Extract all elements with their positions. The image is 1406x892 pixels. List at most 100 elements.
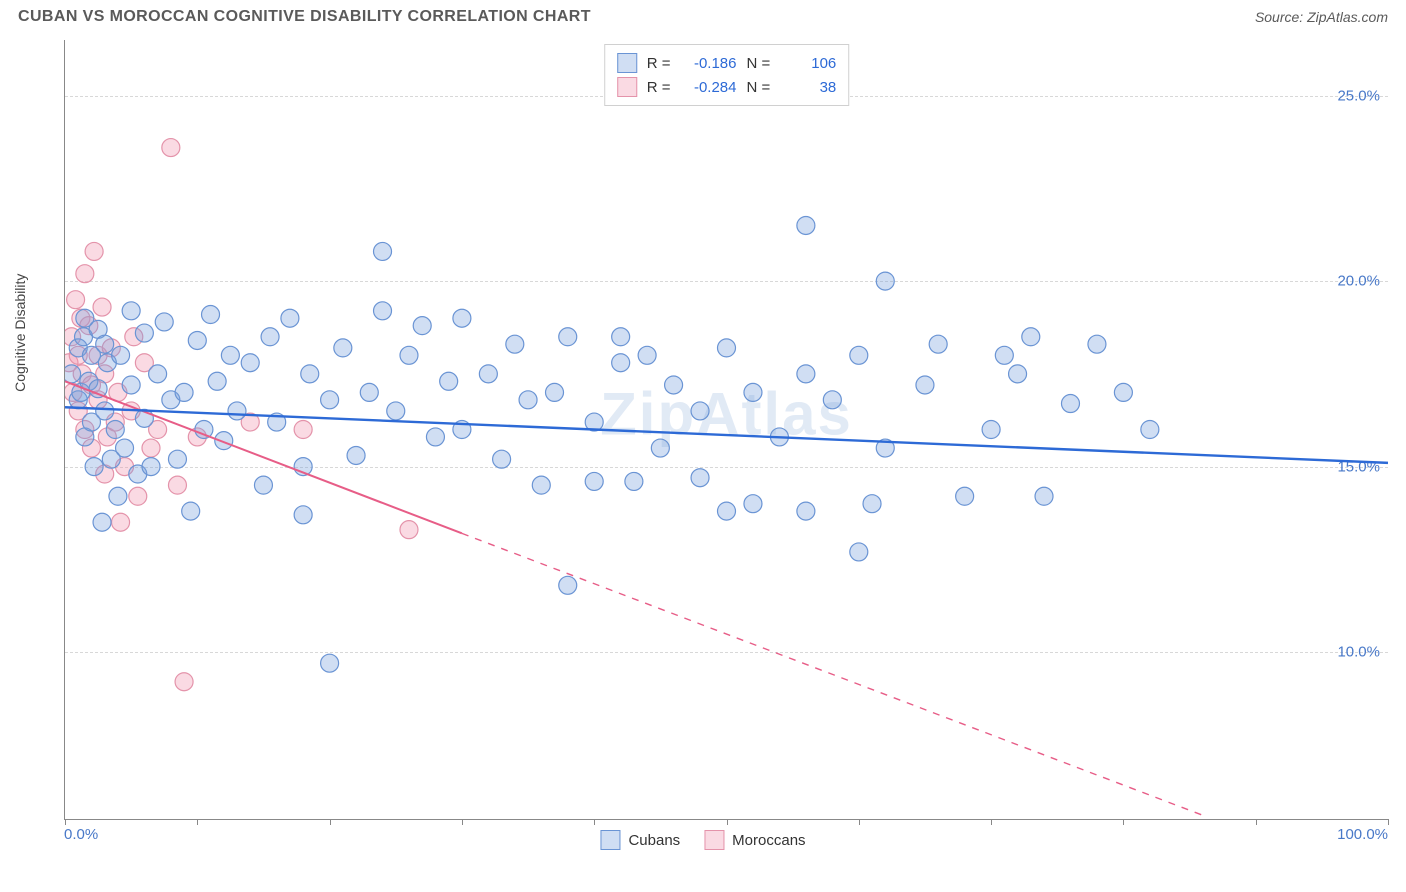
data-point — [374, 242, 392, 260]
x-tick — [1123, 819, 1124, 825]
trend-line — [462, 533, 1203, 815]
cubans-r-value: -0.186 — [681, 55, 737, 72]
data-point — [294, 506, 312, 524]
data-point — [426, 428, 444, 446]
r-label: R = — [647, 55, 671, 72]
data-point — [850, 543, 868, 561]
data-point — [241, 354, 259, 372]
data-point — [797, 365, 815, 383]
data-point — [188, 331, 206, 349]
scatter-svg — [65, 40, 1388, 819]
data-point — [96, 335, 114, 353]
data-point — [453, 309, 471, 327]
data-point — [532, 476, 550, 494]
data-point — [546, 383, 564, 401]
x-tick — [462, 819, 463, 825]
data-point — [956, 487, 974, 505]
x-tick — [1256, 819, 1257, 825]
data-point — [228, 402, 246, 420]
data-point — [506, 335, 524, 353]
data-point — [168, 450, 186, 468]
x-tick — [330, 819, 331, 825]
data-point — [360, 383, 378, 401]
x-tick — [991, 819, 992, 825]
data-point — [202, 306, 220, 324]
legend-item-cubans: Cubans — [600, 830, 680, 850]
data-point — [334, 339, 352, 357]
data-point — [195, 421, 213, 439]
data-point — [982, 421, 1000, 439]
data-point — [162, 139, 180, 157]
data-point — [301, 365, 319, 383]
data-point — [116, 439, 134, 457]
data-point — [76, 265, 94, 283]
x-axis-max-label: 100.0% — [1337, 826, 1388, 843]
swatch-moroccans — [704, 830, 724, 850]
data-point — [93, 298, 111, 316]
data-point — [175, 383, 193, 401]
source-credit: Source: ZipAtlas.com — [1255, 9, 1388, 25]
chart-container: Cognitive Disability ZipAtlas R = -0.186… — [18, 40, 1388, 862]
data-point — [96, 402, 114, 420]
data-point — [479, 365, 497, 383]
data-point — [625, 472, 643, 490]
moroccans-n-value: 38 — [780, 79, 836, 96]
data-point — [651, 439, 669, 457]
data-point — [175, 673, 193, 691]
x-tick — [594, 819, 595, 825]
data-point — [208, 372, 226, 390]
data-point — [106, 421, 124, 439]
data-point — [850, 346, 868, 364]
data-point — [182, 502, 200, 520]
trend-line — [65, 407, 1388, 463]
data-point — [718, 502, 736, 520]
data-point — [221, 346, 239, 364]
data-point — [142, 458, 160, 476]
data-point — [85, 458, 103, 476]
data-point — [1009, 365, 1027, 383]
data-point — [612, 354, 630, 372]
correlation-stats-box: R = -0.186 N = 106 R = -0.284 N = 38 — [604, 44, 850, 106]
data-point — [400, 521, 418, 539]
r-label: R = — [647, 79, 671, 96]
data-point — [413, 317, 431, 335]
x-axis-min-label: 0.0% — [64, 826, 98, 843]
data-point — [254, 476, 272, 494]
y-axis-label: Cognitive Disability — [12, 274, 28, 392]
stats-row-moroccans: R = -0.284 N = 38 — [617, 75, 837, 99]
data-point — [261, 328, 279, 346]
data-point — [929, 335, 947, 353]
data-point — [109, 487, 127, 505]
swatch-cubans — [617, 53, 637, 73]
x-tick — [859, 819, 860, 825]
data-point — [374, 302, 392, 320]
x-tick — [197, 819, 198, 825]
data-point — [718, 339, 736, 357]
legend-label-moroccans: Moroccans — [732, 832, 805, 849]
moroccans-r-value: -0.284 — [681, 79, 737, 96]
data-point — [67, 291, 85, 309]
data-point — [387, 402, 405, 420]
series-legend: Cubans Moroccans — [600, 830, 805, 850]
cubans-n-value: 106 — [780, 55, 836, 72]
data-point — [519, 391, 537, 409]
data-point — [916, 376, 934, 394]
data-point — [1141, 421, 1159, 439]
x-tick — [727, 819, 728, 825]
data-point — [142, 439, 160, 457]
data-point — [1114, 383, 1132, 401]
legend-label-cubans: Cubans — [628, 832, 680, 849]
data-point — [122, 376, 140, 394]
data-point — [493, 450, 511, 468]
legend-item-moroccans: Moroccans — [704, 830, 805, 850]
data-point — [691, 402, 709, 420]
data-point — [612, 328, 630, 346]
data-point — [797, 502, 815, 520]
data-point — [112, 346, 130, 364]
data-point — [823, 391, 841, 409]
x-tick — [1388, 819, 1389, 825]
data-point — [559, 328, 577, 346]
n-label: N = — [747, 55, 771, 72]
data-point — [1022, 328, 1040, 346]
data-point — [1088, 335, 1106, 353]
